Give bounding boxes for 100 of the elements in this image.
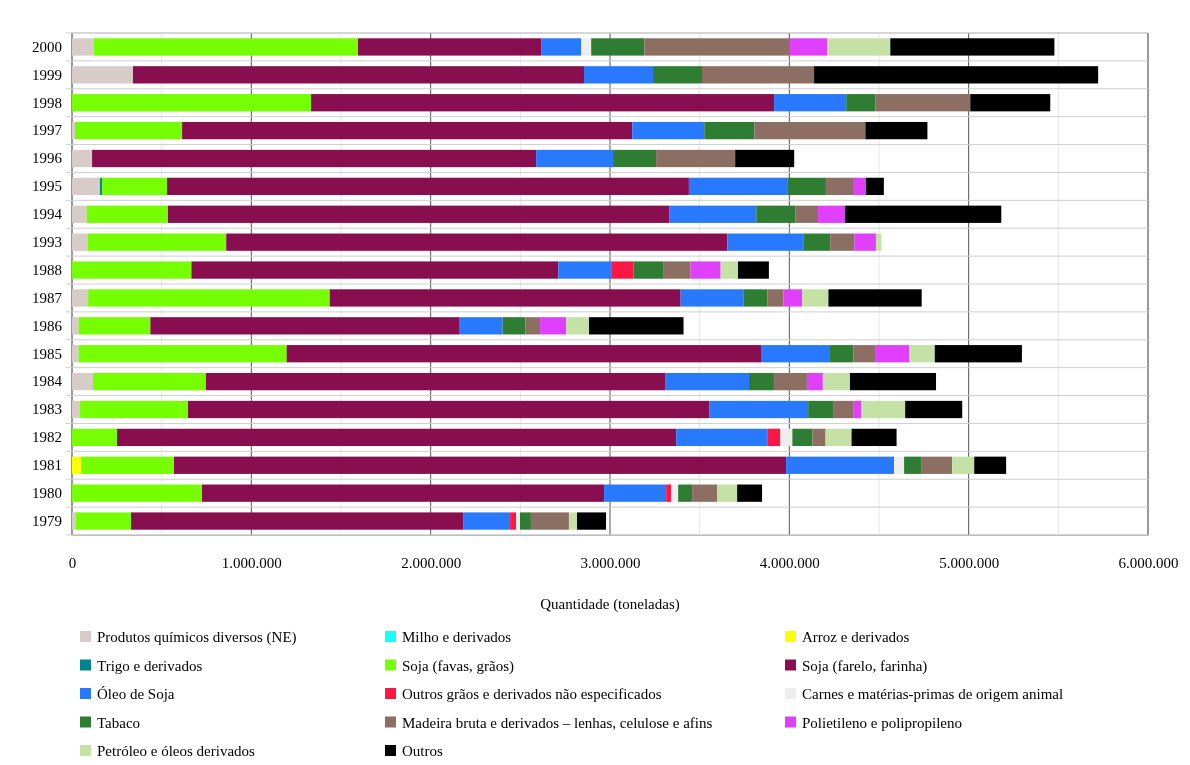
legend-label: Madeira bruta e derivados – lenhas, celulose e afins	[402, 714, 713, 731]
x-tick-label: 2.000.000	[401, 554, 462, 571]
bar	[774, 94, 847, 112]
x-tick-label: 4.000.000	[759, 554, 820, 571]
y-tick-label: 2000	[32, 38, 62, 55]
bar	[690, 261, 721, 279]
bar	[846, 94, 876, 112]
bar	[851, 428, 897, 447]
bar	[875, 233, 882, 251]
bar	[72, 205, 87, 223]
legend-label: Soja (farelo, farinha)	[802, 657, 928, 675]
bar	[72, 317, 79, 335]
legend-label: Tabaco	[97, 714, 141, 731]
bar	[75, 121, 183, 140]
bar	[174, 456, 787, 474]
bar	[358, 38, 542, 56]
bar	[117, 428, 677, 447]
bar	[849, 372, 937, 391]
bar	[540, 317, 567, 335]
bar	[806, 372, 823, 391]
y-tick-label: 1998	[32, 94, 62, 111]
bar	[767, 289, 784, 307]
y-tick-label: 1980	[32, 484, 62, 501]
bar	[581, 38, 592, 56]
bar	[525, 317, 541, 335]
bar	[854, 233, 876, 251]
bar	[613, 149, 657, 168]
bar	[761, 345, 831, 363]
bar	[853, 177, 866, 196]
bar	[825, 177, 853, 196]
bar	[131, 512, 464, 530]
bar	[92, 149, 537, 168]
bar	[329, 289, 681, 307]
bar	[934, 345, 1022, 363]
bar	[86, 205, 168, 223]
bar	[743, 289, 768, 307]
bar	[921, 456, 953, 474]
y-tick-label: 1988	[32, 261, 62, 278]
bar	[72, 400, 81, 419]
y-tick-label: 1985	[32, 345, 62, 362]
bar	[786, 456, 895, 474]
bar	[604, 484, 667, 502]
legend-label: Milho e derivados	[402, 629, 512, 645]
bar	[80, 400, 189, 419]
bar	[767, 428, 781, 447]
bar	[611, 261, 634, 279]
bar	[568, 512, 577, 530]
bar	[589, 317, 684, 335]
legend-label: Petróleo e óleos derivados	[97, 743, 256, 759]
bar	[191, 261, 559, 279]
bar	[167, 205, 670, 223]
y-tick-label: 1981	[32, 457, 62, 474]
bar	[803, 233, 831, 251]
y-tick-label: 1984	[32, 373, 63, 390]
bar	[717, 484, 738, 502]
bar	[802, 289, 829, 307]
bar	[974, 456, 1007, 474]
x-tick-label: 0	[68, 554, 77, 571]
bar	[182, 121, 633, 140]
y-tick-label: 1987	[32, 289, 63, 306]
bar	[792, 428, 813, 447]
bar	[756, 205, 796, 223]
bar	[702, 66, 815, 84]
bar	[72, 66, 133, 84]
y-tick-label: 1995	[32, 178, 62, 195]
bar	[808, 400, 834, 419]
bar	[663, 261, 691, 279]
bar	[577, 512, 607, 530]
bar	[795, 205, 819, 223]
bar	[822, 372, 850, 391]
bar	[94, 38, 359, 56]
bar	[226, 233, 728, 251]
bar	[875, 345, 910, 363]
bar	[78, 317, 151, 335]
bar	[828, 289, 922, 307]
legend-label: Trigo e derivados	[97, 657, 203, 674]
bar	[150, 317, 459, 335]
y-tick-label: 1983	[32, 401, 62, 418]
legend-label: Outros grãos e derivados não especificados	[402, 686, 662, 702]
bar	[72, 345, 79, 363]
x-tick-label: 1.000.000	[221, 554, 282, 571]
bar	[704, 121, 755, 140]
bar	[833, 400, 854, 419]
y-tick-label: 1996	[32, 150, 63, 167]
bar	[865, 177, 884, 196]
bar	[666, 484, 672, 502]
bar	[905, 400, 963, 419]
bar	[773, 372, 807, 391]
bar	[865, 121, 928, 140]
bar	[519, 512, 531, 530]
bar	[827, 38, 891, 56]
bar	[167, 177, 689, 196]
bar	[72, 428, 118, 447]
bar	[738, 261, 769, 279]
bar	[72, 94, 312, 112]
bar	[678, 484, 693, 502]
bar	[861, 400, 906, 419]
bar	[541, 38, 582, 56]
bar	[72, 38, 95, 56]
y-tick-label: 1979	[32, 512, 62, 529]
